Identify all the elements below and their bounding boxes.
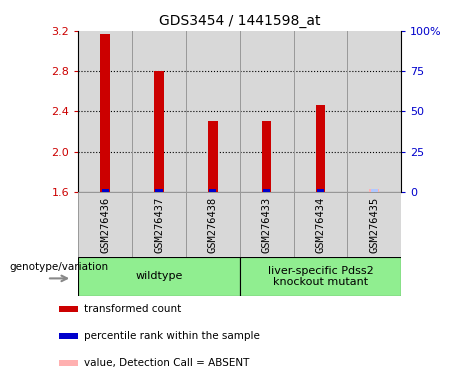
- Bar: [155, 189, 163, 192]
- Text: value, Detection Call = ABSENT: value, Detection Call = ABSENT: [84, 358, 250, 368]
- Bar: [78, 192, 132, 257]
- Text: GSM276434: GSM276434: [315, 197, 325, 253]
- Bar: [369, 189, 379, 192]
- Text: wildtype: wildtype: [136, 271, 183, 281]
- Bar: [100, 34, 110, 192]
- Text: GSM276436: GSM276436: [100, 197, 110, 253]
- Text: GSM276435: GSM276435: [369, 197, 379, 253]
- Text: liver-specific Pdss2
knockout mutant: liver-specific Pdss2 knockout mutant: [267, 266, 373, 287]
- Bar: [240, 257, 401, 296]
- Bar: [347, 192, 401, 257]
- Text: GSM276437: GSM276437: [154, 197, 164, 253]
- Bar: [132, 192, 186, 257]
- Bar: [59, 360, 78, 366]
- Bar: [78, 31, 132, 192]
- Text: GSM276433: GSM276433: [261, 197, 272, 253]
- Bar: [59, 306, 78, 312]
- Bar: [101, 189, 109, 192]
- Bar: [78, 257, 240, 296]
- Bar: [59, 333, 78, 339]
- Bar: [209, 189, 217, 192]
- Text: percentile rank within the sample: percentile rank within the sample: [84, 331, 260, 341]
- Text: transformed count: transformed count: [84, 304, 182, 314]
- Bar: [132, 31, 186, 192]
- Bar: [186, 192, 240, 257]
- Bar: [154, 71, 164, 192]
- Bar: [240, 31, 294, 192]
- Title: GDS3454 / 1441598_at: GDS3454 / 1441598_at: [159, 14, 320, 28]
- Bar: [294, 192, 347, 257]
- Bar: [208, 121, 218, 192]
- Text: GSM276438: GSM276438: [208, 197, 218, 253]
- Bar: [347, 31, 401, 192]
- Bar: [262, 121, 272, 192]
- Bar: [294, 31, 347, 192]
- Bar: [371, 189, 378, 192]
- Bar: [186, 31, 240, 192]
- Text: genotype/variation: genotype/variation: [9, 262, 108, 272]
- Bar: [240, 192, 294, 257]
- Bar: [317, 189, 324, 192]
- Bar: [263, 189, 270, 192]
- Bar: [315, 105, 325, 192]
